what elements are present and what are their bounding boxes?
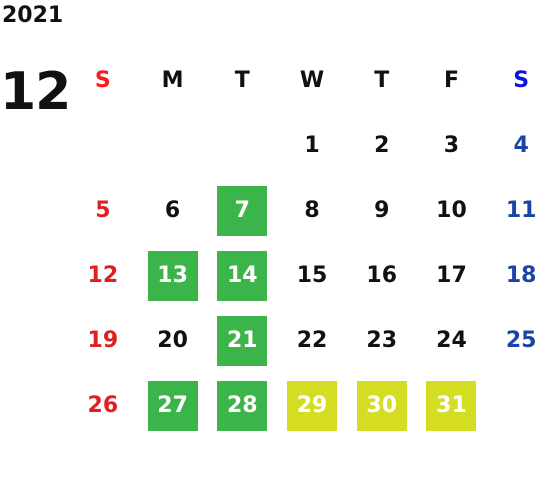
day-number: 26 <box>87 393 119 418</box>
calendar-week-row: 1 2 3 4 <box>68 113 548 178</box>
highlighted-day-number: 13 <box>147 250 198 301</box>
day-cell: 4 <box>486 113 548 178</box>
calendar-week-row: 5 6 7 8 9 10 11 <box>68 178 548 243</box>
day-cell: 24 <box>417 308 487 373</box>
day-number <box>496 381 546 431</box>
weekday-sunday: S <box>94 68 111 93</box>
calendar-year: 2021 <box>2 3 64 28</box>
day-number: 6 <box>164 198 181 223</box>
day-cell: 30 <box>347 373 417 438</box>
day-number <box>148 121 198 171</box>
calendar-week-row: 19 20 21 22 23 24 25 <box>68 308 548 373</box>
highlighted-day-number: 28 <box>217 380 268 431</box>
day-number: 20 <box>157 328 188 353</box>
day-cell: 13 <box>138 243 208 308</box>
day-cell: 10 <box>417 178 487 243</box>
calendar-month: 12 <box>0 62 71 122</box>
day-cell: 23 <box>347 308 417 373</box>
highlighted-day-number: 7 <box>217 185 268 236</box>
empty-day-cell <box>486 373 548 438</box>
day-cell: 11 <box>486 178 548 243</box>
day-number: 12 <box>87 263 119 288</box>
day-number <box>78 121 128 171</box>
day-number: 23 <box>366 328 398 353</box>
day-number: 9 <box>374 198 390 223</box>
weekday-header-row: S M T W T F S <box>68 48 548 113</box>
day-cell: 19 <box>68 308 138 373</box>
day-number: 11 <box>505 198 537 223</box>
empty-day-cell <box>68 113 138 178</box>
day-number: 4 <box>513 133 529 158</box>
highlighted-day-number: 21 <box>217 315 268 366</box>
day-number: 19 <box>87 328 119 353</box>
day-cell: 21 <box>207 308 277 373</box>
day-cell: 9 <box>347 178 417 243</box>
day-cell: 8 <box>277 178 347 243</box>
day-number: 16 <box>366 263 398 288</box>
day-cell: 15 <box>277 243 347 308</box>
day-number: 17 <box>436 263 467 288</box>
day-cell: 31 <box>417 373 487 438</box>
weekday-tuesday: T <box>234 68 250 93</box>
calendar-grid: S M T W T F S 1 2 3 4 5 6 7 8 9 10 11 12 13 14 15 16 17 1… <box>68 48 548 438</box>
day-number: 18 <box>505 263 537 288</box>
empty-day-cell <box>207 113 277 178</box>
day-cell: 29 <box>277 373 347 438</box>
day-number: 8 <box>304 198 320 223</box>
day-number: 2 <box>374 133 390 158</box>
day-cell: 7 <box>207 178 277 243</box>
day-number: 22 <box>296 328 328 353</box>
highlighted-day-number: 31 <box>426 380 477 431</box>
weekday-thursday: T <box>374 68 390 93</box>
day-cell: 6 <box>138 178 208 243</box>
day-number: 5 <box>95 198 111 223</box>
day-cell: 17 <box>417 243 487 308</box>
day-cell: 16 <box>347 243 417 308</box>
day-number: 25 <box>505 328 537 353</box>
highlighted-day-number: 30 <box>356 380 407 431</box>
empty-day-cell <box>138 113 208 178</box>
day-cell: 1 <box>277 113 347 178</box>
day-cell: 22 <box>277 308 347 373</box>
day-number: 15 <box>296 263 328 288</box>
day-cell: 2 <box>347 113 417 178</box>
day-cell: 12 <box>68 243 138 308</box>
calendar-weeks: 1 2 3 4 5 6 7 8 9 10 11 12 13 14 15 16 17 18 19 20 21 22 23 24 2… <box>68 113 548 438</box>
highlighted-day-number: 27 <box>147 380 198 431</box>
day-cell: 27 <box>138 373 208 438</box>
day-cell: 18 <box>486 243 548 308</box>
calendar-week-row: 26 27 28 29 30 31 <box>68 373 548 438</box>
day-number: 3 <box>443 133 460 158</box>
day-cell: 25 <box>486 308 548 373</box>
weekday-monday: M <box>161 68 184 93</box>
highlighted-day-number: 29 <box>287 380 338 431</box>
highlighted-day-number: 14 <box>217 250 268 301</box>
weekday-saturday: S <box>513 68 530 93</box>
day-number: 24 <box>436 328 467 353</box>
calendar-week-row: 12 13 14 15 16 17 18 <box>68 243 548 308</box>
day-number: 1 <box>304 133 320 158</box>
weekday-wednesday: W <box>299 68 325 93</box>
day-number: 10 <box>436 198 467 223</box>
weekday-friday: F <box>443 68 459 93</box>
day-cell: 3 <box>417 113 487 178</box>
day-cell: 20 <box>138 308 208 373</box>
day-cell: 14 <box>207 243 277 308</box>
day-number <box>217 121 267 171</box>
day-cell: 28 <box>207 373 277 438</box>
day-cell: 26 <box>68 373 138 438</box>
day-cell: 5 <box>68 178 138 243</box>
